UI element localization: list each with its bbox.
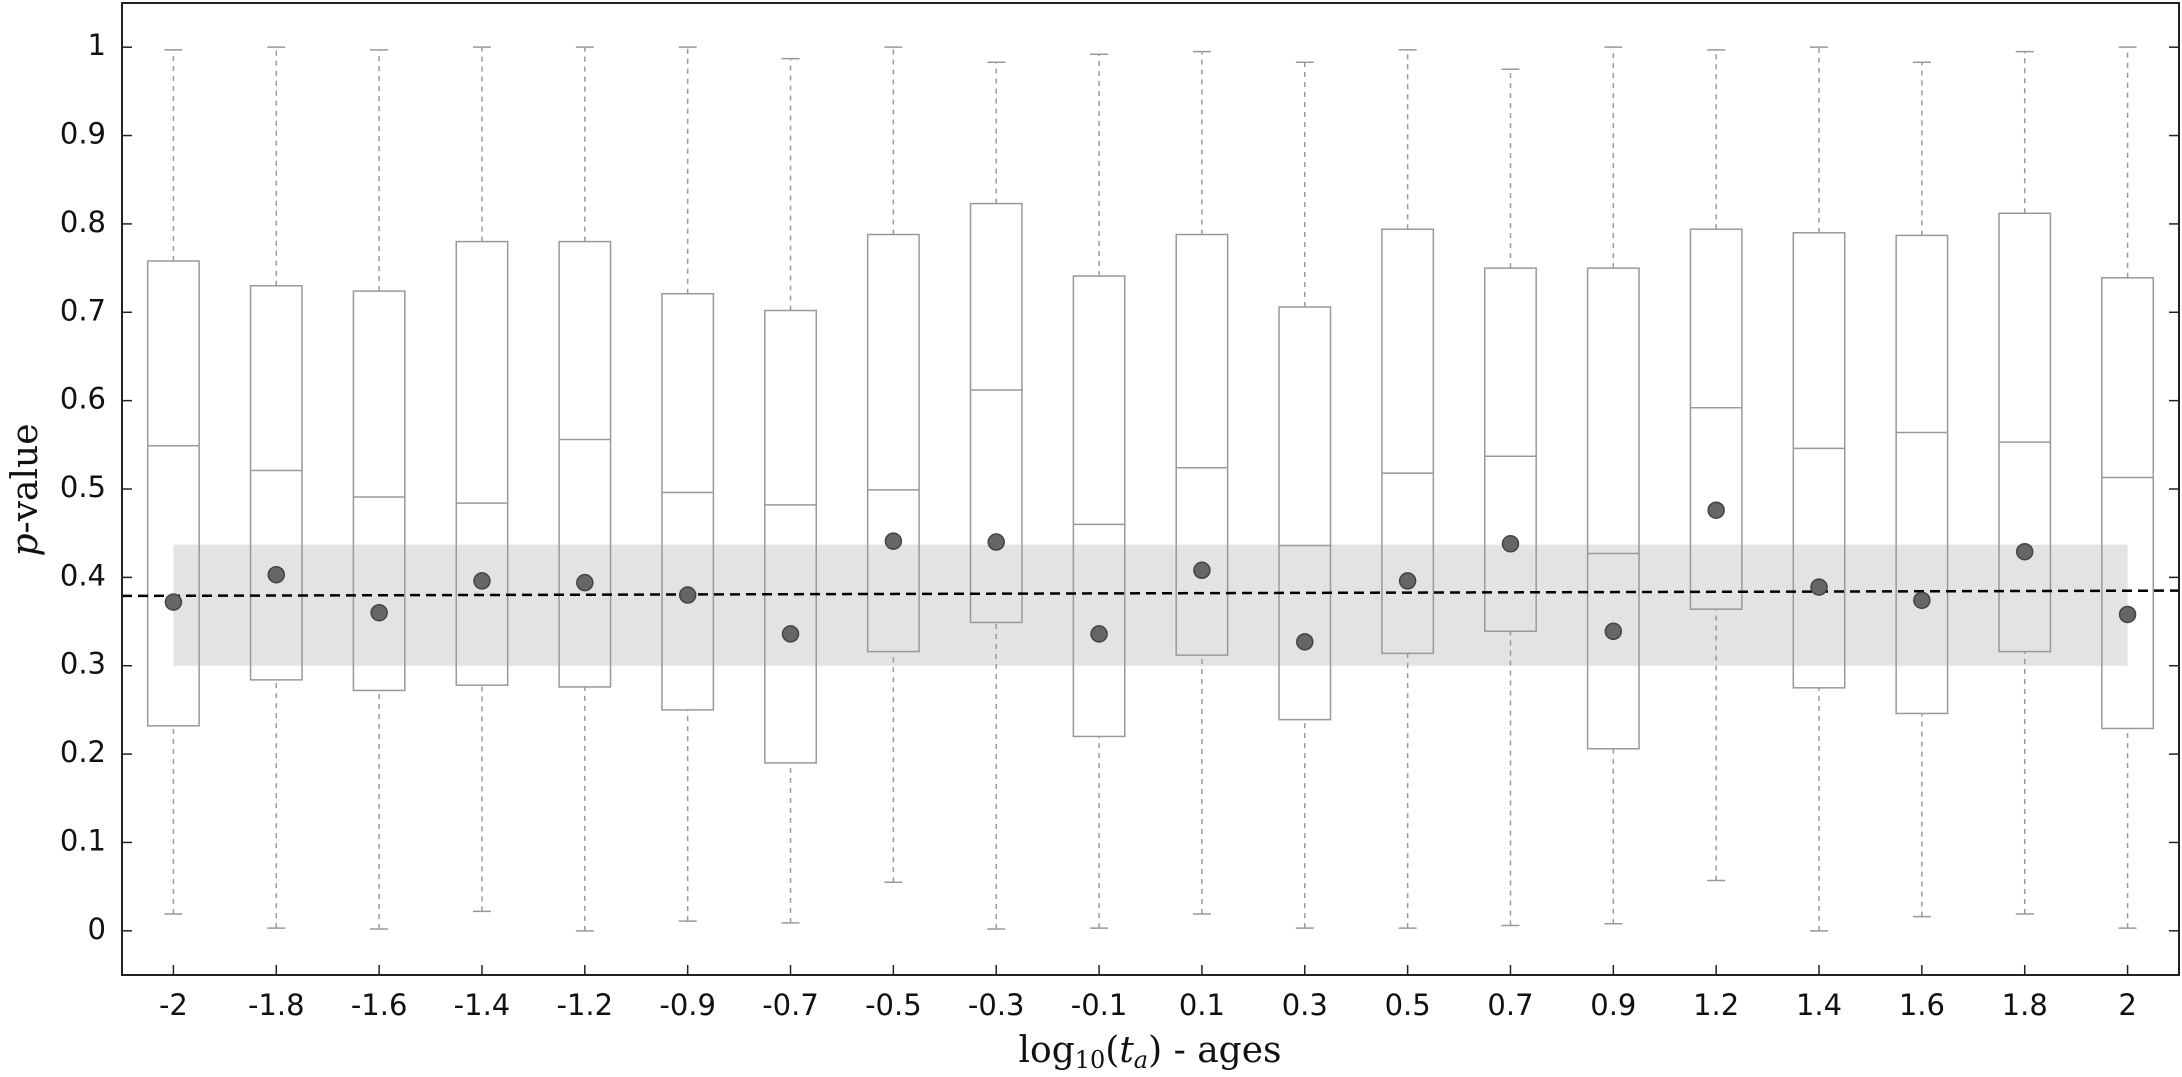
point bbox=[1810, 578, 1828, 596]
point bbox=[1604, 622, 1623, 641]
point bbox=[884, 532, 903, 550]
box bbox=[1278, 306, 1332, 721]
point bbox=[1707, 501, 1725, 519]
x-tick-label: -1.2 bbox=[557, 988, 614, 1022]
box bbox=[455, 240, 509, 686]
point bbox=[2118, 605, 2137, 624]
box bbox=[1586, 267, 1640, 750]
x-tick-label: 0.5 bbox=[1385, 988, 1431, 1022]
x-tick-label: 0.9 bbox=[1590, 988, 1636, 1022]
point bbox=[1193, 561, 1211, 580]
box bbox=[1689, 228, 1743, 610]
box bbox=[866, 233, 920, 653]
point bbox=[1913, 591, 1931, 610]
x-label-part: log bbox=[1019, 1030, 1075, 1071]
x-tick-label: 2 bbox=[2118, 988, 2136, 1022]
x-tick-label: -0.3 bbox=[968, 988, 1025, 1022]
y-tick-label: 0.6 bbox=[60, 382, 106, 416]
box bbox=[1792, 231, 1846, 689]
box bbox=[1175, 233, 1229, 656]
point bbox=[987, 533, 1005, 551]
x-tick-label: -1.6 bbox=[351, 988, 408, 1022]
point bbox=[781, 625, 800, 643]
x-tick-label: -1.8 bbox=[248, 988, 305, 1022]
point bbox=[1090, 625, 1108, 643]
y-tick-label: 0.7 bbox=[60, 293, 106, 327]
y-tick-label: 0.8 bbox=[60, 205, 106, 239]
point bbox=[473, 572, 491, 590]
box bbox=[1072, 275, 1126, 738]
x-tick-label: -0.7 bbox=[762, 988, 819, 1022]
x-label-part: ( bbox=[1105, 1030, 1119, 1071]
point bbox=[678, 586, 697, 604]
x-tick-label: 0.3 bbox=[1282, 988, 1328, 1022]
y-tick-label: 0 bbox=[88, 912, 106, 946]
y-tick-label: 0.3 bbox=[60, 647, 106, 681]
x-tick-label: -2 bbox=[159, 988, 188, 1022]
box bbox=[2101, 277, 2155, 730]
point bbox=[164, 593, 183, 611]
box bbox=[1998, 212, 2052, 653]
box bbox=[352, 290, 406, 692]
x-label-part: t bbox=[1119, 1030, 1134, 1071]
x-tick-label: 0.1 bbox=[1179, 988, 1225, 1022]
x-tick-label: -0.1 bbox=[1071, 988, 1128, 1022]
box bbox=[558, 240, 612, 688]
y-label-part: p bbox=[5, 533, 46, 556]
box bbox=[1381, 228, 1435, 655]
x-tick-label: 1.6 bbox=[1899, 988, 1945, 1022]
x-tick-label: 1.4 bbox=[1796, 988, 1842, 1022]
y-tick-label: 1 bbox=[88, 28, 106, 62]
box bbox=[1484, 267, 1537, 633]
plot-frame bbox=[121, 2, 2180, 976]
x-label-part: 10 bbox=[1075, 1046, 1106, 1074]
point bbox=[267, 565, 286, 584]
box bbox=[146, 260, 200, 727]
box bbox=[764, 309, 817, 764]
x-label-part: ) - ages bbox=[1148, 1030, 1281, 1071]
y-tick-label: 0.9 bbox=[60, 117, 106, 151]
reference-line bbox=[121, 589, 2180, 598]
point bbox=[1398, 572, 1417, 590]
point bbox=[370, 603, 388, 622]
point bbox=[1501, 535, 1520, 553]
box bbox=[249, 285, 303, 681]
x-tick-label: 0.7 bbox=[1487, 988, 1533, 1022]
x-tick-label: 1.8 bbox=[2002, 988, 2048, 1022]
reference-band bbox=[173, 544, 2128, 666]
x-axis-label: log10(ta) - ages bbox=[1019, 1030, 1282, 1074]
x-tick-label: -0.9 bbox=[659, 988, 716, 1022]
y-tick-label: 0.4 bbox=[60, 558, 106, 592]
point bbox=[2015, 542, 2034, 561]
y-tick-label: 0.2 bbox=[60, 735, 106, 769]
x-tick-label: -1.4 bbox=[454, 988, 511, 1022]
y-tick-label: 0.5 bbox=[60, 470, 106, 504]
x-tick-label: -0.5 bbox=[865, 988, 922, 1022]
point bbox=[1296, 633, 1314, 651]
point bbox=[576, 573, 594, 592]
y-axis-label: p-value bbox=[5, 423, 46, 556]
y-label-part: -value bbox=[5, 423, 46, 533]
box bbox=[1895, 234, 1949, 715]
x-label-part: a bbox=[1134, 1046, 1148, 1074]
box bbox=[969, 202, 1023, 624]
y-tick-label: 0.1 bbox=[60, 823, 106, 857]
box bbox=[661, 292, 715, 711]
x-tick-label: 1.2 bbox=[1693, 988, 1739, 1022]
